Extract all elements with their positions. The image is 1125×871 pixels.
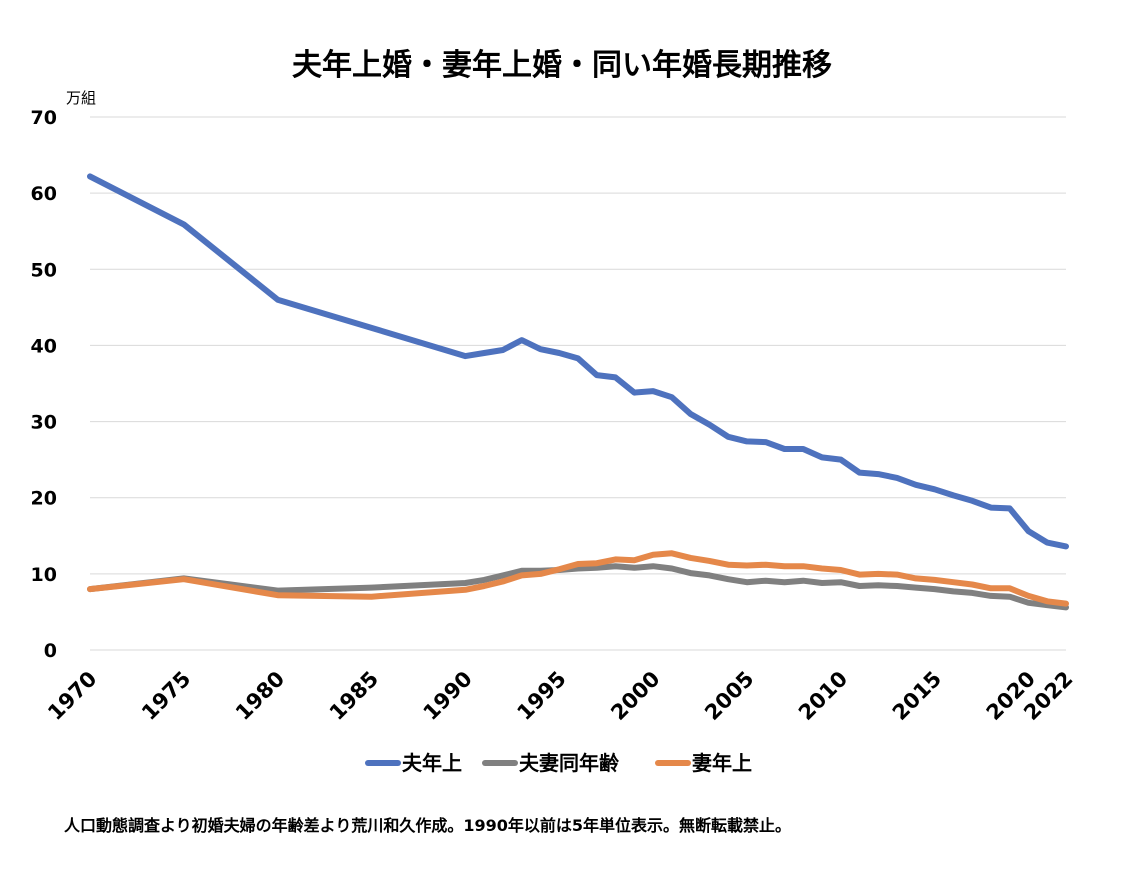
series-line-1 [87,563,1069,611]
y-tick-label: 60 [31,183,57,205]
y-tick-label: 30 [31,412,57,434]
legend-label-1: 夫妻同年齢 [519,751,620,775]
legend-label-2: 妻年上 [692,751,752,775]
footnote: 人口動態調査より初婚夫婦の年齢差より荒川和久作成。1990年以前は5年単位表示。… [64,816,792,835]
x-axis-ticks: 1970 1975 1980 1985 1990 1995 2000 2005 2010 2015… [43,667,1077,725]
x-tick-label: 1985 [325,667,383,725]
unit-label: 万組 [66,89,96,107]
x-tick-label: 2010 [794,667,852,725]
series-line-0 [87,173,1069,550]
gridlines [90,116,1066,651]
y-tick-label: 10 [31,564,57,586]
legend-label-0: 夫年上 [402,751,462,775]
x-tick-label: 1970 [43,667,101,725]
x-tick-label: 1995 [512,667,570,725]
x-tick-label: 1975 [137,667,195,725]
y-tick-label: 20 [31,488,57,510]
series-lines [87,173,1069,611]
y-tick-label: 50 [31,259,57,281]
legend: 夫年上 夫妻同年齢 妻年上 [365,751,752,775]
x-tick-label: 2015 [888,667,946,725]
x-tick-label: 1980 [231,667,289,725]
x-tick-label: 1990 [419,667,477,725]
y-tick-label: 70 [31,107,57,129]
x-tick-label: 2000 [606,667,664,725]
chart-title: 夫年上婚・妻年上婚・同い年婚長期推移 [292,48,832,83]
y-axis-ticks: 0 10 20 30 40 50 60 70 [31,107,57,662]
y-tick-label: 40 [31,335,57,357]
y-tick-label: 0 [44,640,57,662]
x-tick-label: 2005 [700,667,758,725]
series-line-2 [87,550,1069,607]
